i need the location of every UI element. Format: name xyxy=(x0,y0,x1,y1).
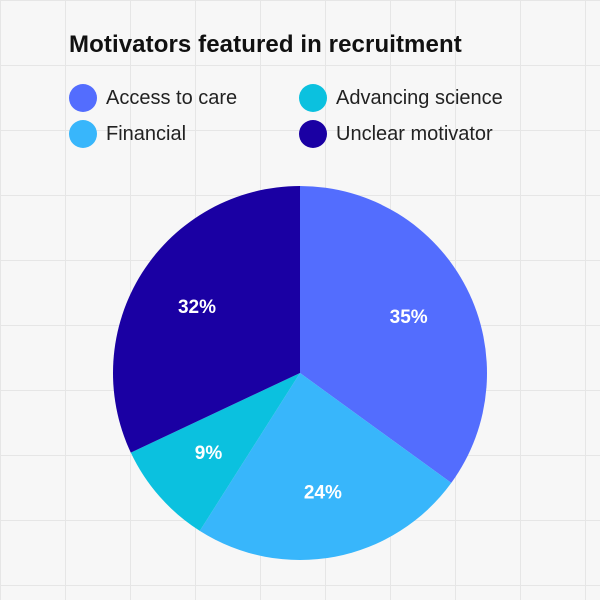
slice-label-advancing-science: 9% xyxy=(195,443,223,464)
legend-label-advancing-science: Advancing science xyxy=(336,86,503,109)
slice-label-unclear-motivator: 32% xyxy=(178,297,216,318)
pie-slice-unclear-motivator xyxy=(112,186,300,453)
pie-slice-financial xyxy=(199,373,452,560)
legend-item-advancing-science: Advancing science xyxy=(299,83,503,113)
legend-label-access-to-care: Access to care xyxy=(106,86,238,109)
legend-swatch-financial xyxy=(69,120,97,148)
legend-swatch-advancing-science xyxy=(299,84,327,112)
legend-label-financial: Financial xyxy=(106,122,187,145)
slice-label-financial: 24% xyxy=(304,482,342,503)
chart-title: Motivators featured in recruitment xyxy=(69,31,462,58)
legend-item-unclear-motivator: Unclear motivator xyxy=(299,119,493,149)
slice-label-access-to-care: 35% xyxy=(390,307,428,328)
legend-label-unclear-motivator: Unclear motivator xyxy=(336,122,493,145)
legend-item-access-to-care: Access to care xyxy=(69,83,237,113)
legend-swatch-unclear-motivator xyxy=(299,120,327,148)
pie-slice-access-to-care xyxy=(300,186,487,483)
legend-swatch-access-to-care xyxy=(69,84,97,112)
legend-item-financial: Financial xyxy=(69,119,186,149)
pie-slice-advancing-science xyxy=(130,373,300,531)
